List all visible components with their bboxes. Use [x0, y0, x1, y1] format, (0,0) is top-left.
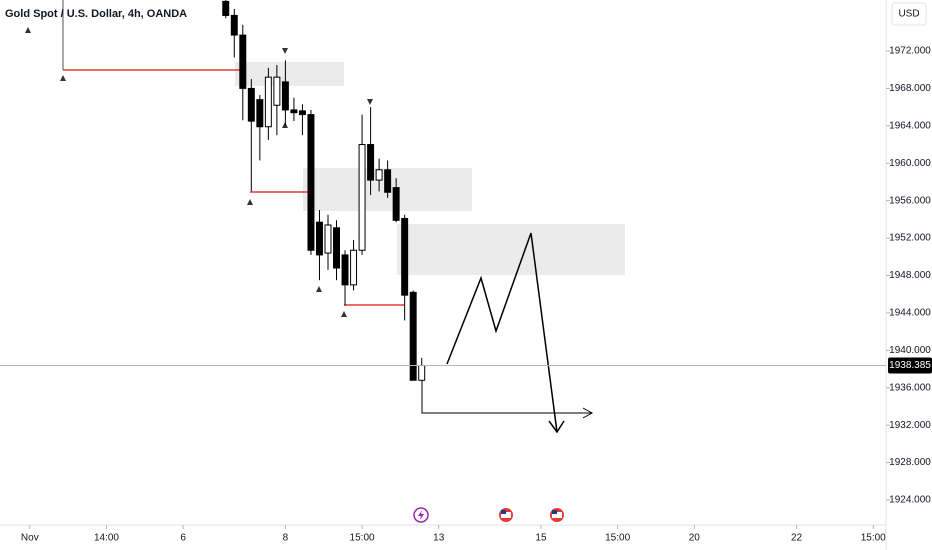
- candle-body: [273, 76, 281, 106]
- projection-path: [421, 380, 592, 414]
- y-tick-label: 1932.000: [889, 420, 931, 431]
- x-tick-label: 14:00: [94, 533, 119, 544]
- candle-body: [256, 99, 264, 128]
- candle-body: [409, 291, 417, 381]
- last-price-box: [888, 357, 932, 374]
- x-tick-label: 8: [283, 533, 289, 544]
- x-tick-label: 22: [791, 533, 803, 544]
- candle-body: [307, 114, 315, 251]
- projection-path: [446, 232, 558, 433]
- candle-body: [392, 187, 400, 221]
- chart-title: Gold Spot / U.S. Dollar, 4h, OANDA: [5, 8, 187, 20]
- candle-body: [264, 76, 272, 128]
- candle-body: [222, 0, 230, 16]
- y-tick-label: 1928.000: [889, 457, 931, 468]
- y-tick-label: 1960.000: [889, 158, 931, 169]
- y-tick-label: 1936.000: [889, 382, 931, 393]
- y-tick-label: 1924.000: [889, 495, 931, 506]
- candle-body: [333, 227, 340, 269]
- candle-body: [247, 87, 255, 122]
- markers: [25, 27, 373, 317]
- candle-body: [230, 14, 238, 36]
- candle-body: [384, 169, 392, 193]
- y-tick-label: 1956.000: [889, 195, 931, 206]
- drawings: [25, 0, 625, 434]
- zone: [397, 224, 625, 275]
- candle-body: [358, 144, 366, 251]
- candle-body: [341, 254, 349, 286]
- x-tick-label: 20: [689, 533, 701, 544]
- candle-body: [401, 217, 409, 296]
- y-tick-label: 1948.000: [889, 270, 931, 281]
- x-tick-label: 15: [535, 533, 547, 544]
- last-price-label: 1938.385: [889, 360, 931, 371]
- candle-body: [298, 110, 306, 116]
- x-tick-label: 6: [180, 533, 186, 544]
- currency-box[interactable]: [891, 2, 927, 26]
- y-tick-label: 1964.000: [889, 120, 931, 131]
- candle-body: [367, 144, 375, 181]
- x-tick-label: 15:00: [350, 533, 375, 544]
- x-tick-label: 15:00: [861, 533, 886, 544]
- y-tick-label: 1972.000: [889, 46, 931, 57]
- candle-body: [324, 224, 332, 254]
- y-tick-label: 1952.000: [889, 233, 931, 244]
- y-tick-label: 1968.000: [889, 83, 931, 94]
- candle-body: [350, 249, 358, 286]
- candle-body: [239, 34, 247, 89]
- y-tick-label: 1940.000: [889, 345, 931, 356]
- zone: [235, 62, 344, 86]
- currency[interactable]: USD: [898, 9, 919, 20]
- candle-body: [290, 109, 298, 114]
- arrow-head: [582, 407, 594, 419]
- candle-body: [315, 221, 323, 256]
- candle-body: [281, 81, 289, 111]
- arrow-head: [548, 420, 565, 434]
- events: [413, 507, 564, 523]
- x-tick-label: 13: [433, 533, 445, 544]
- x-tick-label: 15:00: [605, 533, 630, 544]
- candle-body: [375, 169, 383, 181]
- y-tick-label: 1944.000: [889, 308, 931, 319]
- plot: [222, 0, 426, 381]
- candle-body: [418, 364, 426, 381]
- x-tick-label: Nov: [21, 533, 39, 544]
